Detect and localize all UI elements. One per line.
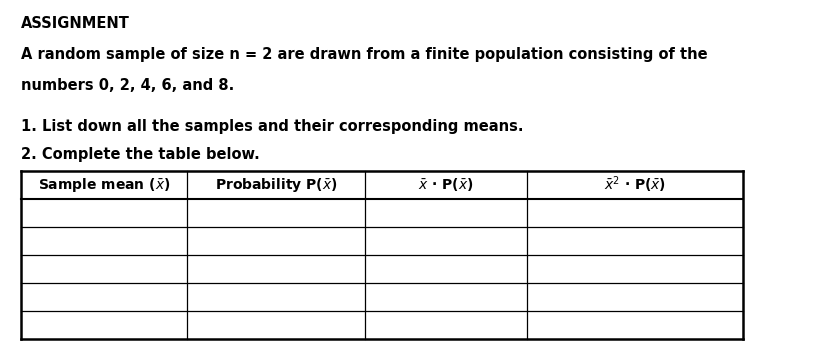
Text: 1. List down all the samples and their corresponding means.: 1. List down all the samples and their c… — [21, 119, 523, 134]
Text: $\bar{x}^2$ · P($\bar{x}$): $\bar{x}^2$ · P($\bar{x}$) — [604, 175, 666, 195]
Text: 2. Complete the table below.: 2. Complete the table below. — [21, 147, 260, 161]
Text: $\bar{x}$ · P($\bar{x}$): $\bar{x}$ · P($\bar{x}$) — [418, 176, 474, 193]
Text: numbers 0, 2, 4, 6, and 8.: numbers 0, 2, 4, 6, and 8. — [21, 78, 234, 92]
Text: ASSIGNMENT: ASSIGNMENT — [21, 16, 129, 30]
Text: Probability P($\bar{x}$): Probability P($\bar{x}$) — [215, 176, 337, 194]
Text: A random sample of size n = 2 are drawn from a finite population consisting of t: A random sample of size n = 2 are drawn … — [21, 47, 707, 61]
Text: Sample mean ($\bar{x}$): Sample mean ($\bar{x}$) — [37, 176, 170, 194]
